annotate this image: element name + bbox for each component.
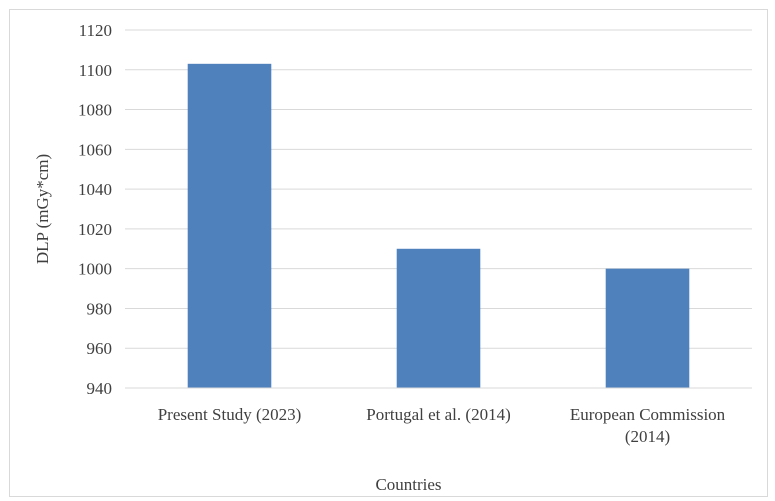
y-tick-label: 1020: [78, 220, 112, 239]
bar: [187, 63, 272, 389]
x-category-label: Portugal et al. (2014): [366, 405, 510, 424]
bar: [396, 248, 481, 388]
x-category-label: Present Study (2023): [158, 405, 302, 424]
y-tick-label: 1000: [78, 260, 112, 279]
y-tick-label: 980: [87, 299, 113, 318]
y-axis-title: DLP (mGy*cm): [33, 154, 52, 264]
x-category-label: European Commission (2014): [570, 405, 726, 446]
y-tick-label: 1100: [79, 61, 112, 80]
x-axis-title: Countries: [375, 475, 441, 494]
bars: [187, 63, 690, 389]
x-axis-category-labels: Present Study (2023) Portugal et al. (201…: [158, 405, 726, 446]
chart-frame: [9, 9, 768, 497]
y-tick-label: 940: [87, 379, 113, 398]
y-tick-label: 1080: [78, 101, 112, 120]
y-tick-label: 1120: [79, 21, 112, 40]
y-tick-label: 960: [87, 339, 113, 358]
bar: [605, 268, 690, 388]
y-axis-tick-labels: 940 960 980 1000 1020 1040 1060 1080 1100 1120: [78, 21, 112, 398]
y-tick-label: 1060: [78, 140, 112, 159]
y-tick-label: 1040: [78, 180, 112, 199]
